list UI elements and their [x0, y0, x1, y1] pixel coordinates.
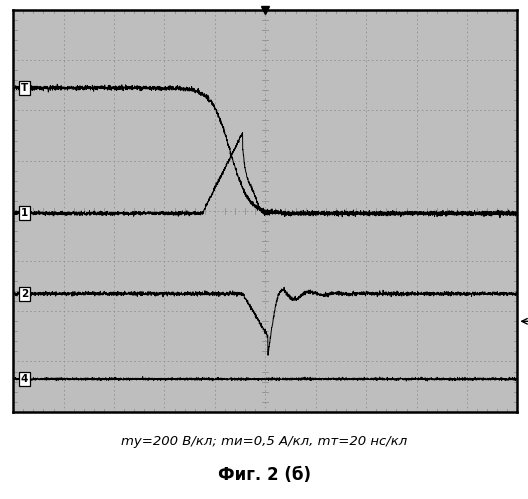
Text: 1: 1 [21, 209, 28, 219]
Text: mу=200 В/кл; mи=0,5 А/кл, mт=20 нс/кл: mу=200 В/кл; mи=0,5 А/кл, mт=20 нс/кл [121, 435, 407, 448]
Text: Фиг. 2 (б): Фиг. 2 (б) [218, 466, 310, 484]
Text: 4: 4 [21, 374, 28, 384]
Text: T: T [21, 83, 28, 93]
Text: 2: 2 [21, 289, 28, 299]
